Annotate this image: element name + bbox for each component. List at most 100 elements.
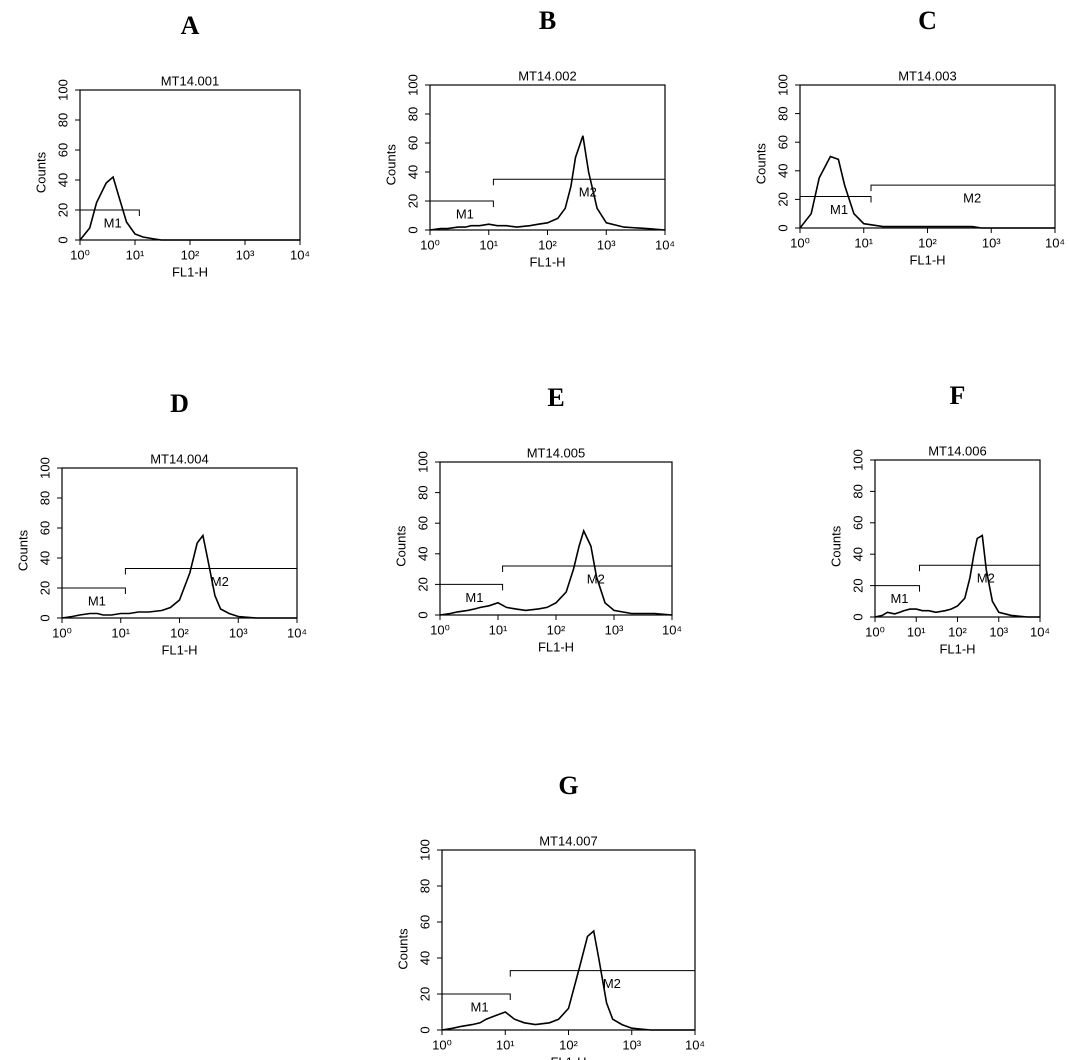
- histogram-curve: [799, 155, 1055, 229]
- y-axis-label: Counts: [828, 525, 843, 567]
- y-axis-label: Counts: [15, 529, 30, 571]
- y-tick-label: 60: [775, 135, 790, 149]
- y-tick-label: 20: [55, 203, 70, 217]
- gate-marker: [79, 209, 140, 216]
- x-tick-label: 10³: [622, 1037, 641, 1052]
- y-tick-label: 60: [55, 143, 70, 157]
- chart-title: MT14.005: [527, 445, 586, 460]
- gate-marker: [441, 993, 511, 1000]
- y-tick-label: 0: [55, 236, 70, 243]
- gate-marker: [799, 196, 872, 203]
- x-axis-label: FL1-H: [550, 1054, 586, 1060]
- gate-marker: [429, 200, 494, 207]
- gate-label: M1: [471, 999, 489, 1014]
- histogram-curve: [79, 175, 300, 241]
- x-axis-label: FL1-H: [939, 641, 975, 656]
- chart-title: MT14.006: [928, 443, 987, 458]
- y-tick-label: 60: [405, 136, 420, 150]
- panel-letter: C: [918, 6, 937, 35]
- y-tick-label: 0: [415, 611, 430, 618]
- x-tick-label: 10⁰: [52, 625, 72, 640]
- x-tick-label: 10⁰: [430, 622, 450, 637]
- y-tick-label: 100: [405, 74, 420, 96]
- gate-marker: [439, 583, 504, 591]
- x-tick-label: 10¹: [111, 625, 130, 640]
- x-tick-label: 10²: [181, 247, 200, 262]
- histogram-curve: [874, 534, 1040, 618]
- gate-marker: [492, 178, 666, 186]
- y-tick-label: 40: [37, 551, 52, 565]
- y-tick-label: 80: [415, 485, 430, 499]
- panel-letter: E: [547, 383, 564, 412]
- x-tick-label: 10⁴: [655, 237, 675, 252]
- x-axis-label: FL1-H: [909, 252, 945, 267]
- x-tick-label: 10²: [547, 622, 566, 637]
- chart-title: MT14.004: [150, 451, 209, 466]
- y-tick-label: 40: [415, 547, 430, 561]
- chart-title: MT14.003: [898, 68, 957, 83]
- y-tick-label: 0: [775, 224, 790, 231]
- x-tick-label: 10³: [236, 247, 255, 262]
- histogram-curve: [441, 929, 695, 1031]
- gate-label: M2: [977, 571, 995, 586]
- gate-marker: [124, 568, 298, 575]
- x-axis-label: FL1-H: [161, 642, 197, 657]
- y-tick-label: 100: [850, 449, 865, 471]
- panel-letter: F: [950, 381, 966, 410]
- histogram-curve: [439, 528, 673, 616]
- y-axis-label: Counts: [383, 144, 398, 186]
- y-tick-label: 100: [55, 79, 70, 101]
- panel-letter: G: [558, 771, 578, 800]
- y-tick-label: 100: [417, 839, 432, 861]
- y-axis-label: Counts: [393, 525, 408, 567]
- x-tick-label: 10¹: [126, 247, 145, 262]
- x-tick-label: 10³: [982, 235, 1001, 250]
- x-tick-label: 10⁴: [685, 1037, 705, 1052]
- x-tick-label: 10²: [538, 237, 557, 252]
- y-axis-label: Counts: [395, 928, 410, 970]
- y-tick-label: 80: [55, 113, 70, 127]
- x-tick-label: 10⁴: [1030, 624, 1050, 639]
- x-axis-label: FL1-H: [529, 254, 565, 269]
- gate-label: M2: [603, 976, 621, 991]
- y-axis-label: Counts: [753, 143, 768, 185]
- y-tick-label: 40: [775, 164, 790, 178]
- x-axis-label: FL1-H: [538, 639, 574, 654]
- y-tick-label: 80: [775, 106, 790, 120]
- x-tick-label: 10¹: [479, 237, 498, 252]
- x-axis-label: FL1-H: [172, 264, 208, 279]
- y-tick-label: 60: [417, 915, 432, 929]
- x-tick-label: 10²: [170, 625, 189, 640]
- y-tick-label: 20: [417, 987, 432, 1001]
- x-tick-label: 10⁴: [290, 247, 310, 262]
- x-tick-label: 10³: [989, 624, 1008, 639]
- y-tick-label: 80: [37, 491, 52, 505]
- y-tick-label: 100: [775, 74, 790, 96]
- chart-title: MT14.002: [518, 68, 577, 83]
- x-tick-label: 10¹: [489, 622, 508, 637]
- y-tick-label: 0: [850, 613, 865, 620]
- gate-label: M2: [587, 571, 605, 586]
- y-tick-label: 60: [415, 516, 430, 530]
- x-tick-label: 10³: [229, 625, 248, 640]
- gate-label: M1: [456, 206, 474, 221]
- gate-label: M1: [830, 202, 848, 217]
- x-tick-label: 10⁴: [1045, 235, 1065, 250]
- histogram-curve: [429, 135, 666, 231]
- chart-title: MT14.001: [161, 73, 220, 88]
- y-tick-label: 80: [850, 484, 865, 498]
- x-tick-label: 10²: [918, 235, 937, 250]
- panel-letter: B: [539, 6, 556, 35]
- gate-marker: [874, 585, 921, 592]
- y-tick-label: 20: [405, 194, 420, 208]
- y-tick-label: 80: [405, 107, 420, 121]
- y-tick-label: 60: [37, 521, 52, 535]
- gate-marker: [870, 184, 1056, 192]
- y-tick-label: 40: [55, 173, 70, 187]
- y-axis-label: Counts: [33, 151, 48, 193]
- y-tick-label: 60: [850, 516, 865, 530]
- x-tick-label: 10⁴: [287, 625, 307, 640]
- gate-marker: [919, 564, 1041, 572]
- y-tick-label: 0: [417, 1026, 432, 1033]
